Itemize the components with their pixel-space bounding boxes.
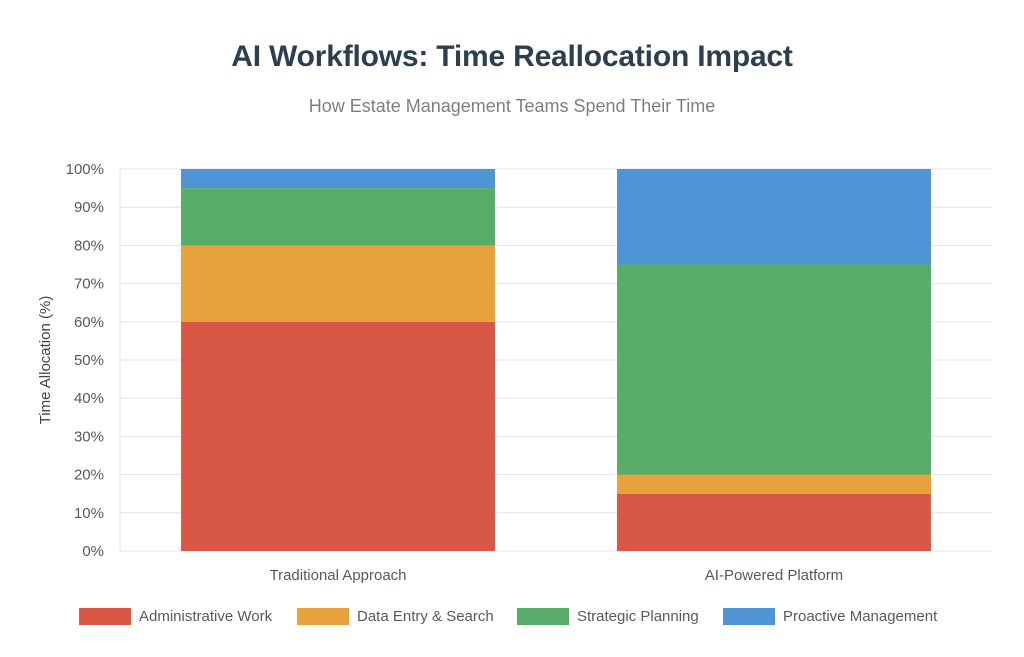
y-tick-label: 80% [74, 237, 104, 254]
bars [181, 169, 931, 551]
y-tick-label: 0% [82, 543, 104, 560]
y-axis-label: Time Allocation (%) [37, 296, 54, 425]
stacked-bar-chart: 0% 10% 20% 30% 40% 50% 60% 70% 80% 90% 100% Tradit… [37, 161, 992, 584]
y-tick-label: 60% [74, 314, 104, 331]
legend-swatch [723, 607, 775, 625]
bar-segment [617, 474, 931, 494]
x-tick-label: Traditional Approach [269, 567, 406, 584]
bar-segment [181, 245, 495, 322]
legend-item[interactable]: Administrative Work [79, 604, 272, 628]
bar-segment [181, 169, 495, 189]
y-tick-label: 40% [74, 390, 104, 407]
y-tick-label: 70% [74, 276, 104, 293]
legend-label: Administrative Work [139, 607, 273, 625]
chart-title: AI Workflows: Time Reallocation Impact [231, 40, 793, 73]
y-tick-labels: 0% 10% 20% 30% 40% 50% 60% 70% 80% 90% 100% [66, 161, 104, 560]
y-tick-label: 100% [66, 161, 104, 178]
legend-item[interactable]: Strategic Planning [517, 604, 699, 628]
legend-label: Proactive Management [783, 607, 938, 625]
x-tick-labels: Traditional Approach AI-Powered Platform [269, 567, 843, 584]
y-tick-label: 90% [74, 199, 104, 216]
chart-subtitle: How Estate Management Teams Spend Their … [308, 96, 716, 116]
bar-segment [181, 321, 495, 551]
y-tick-label: 10% [74, 505, 104, 522]
legend-label: Data Entry & Search [357, 607, 494, 625]
legend-label: Strategic Planning [577, 607, 699, 625]
legend-swatch [517, 607, 569, 625]
legend-swatch [297, 607, 349, 625]
y-tick-label: 30% [74, 428, 104, 445]
legend: Administrative Work Data Entry & Search St… [0, 604, 1024, 628]
bar-segment [617, 169, 931, 265]
bar-segment [617, 493, 931, 551]
x-tick-label: AI-Powered Platform [705, 567, 843, 584]
legend-item[interactable]: Proactive Management [723, 604, 937, 628]
y-tick-label: 20% [74, 467, 104, 484]
legend-swatch [79, 607, 131, 625]
y-tick-label: 50% [74, 352, 104, 369]
bar-segment [617, 264, 931, 475]
legend-item[interactable]: Data Entry & Search [297, 604, 494, 628]
bar-segment [181, 188, 495, 246]
